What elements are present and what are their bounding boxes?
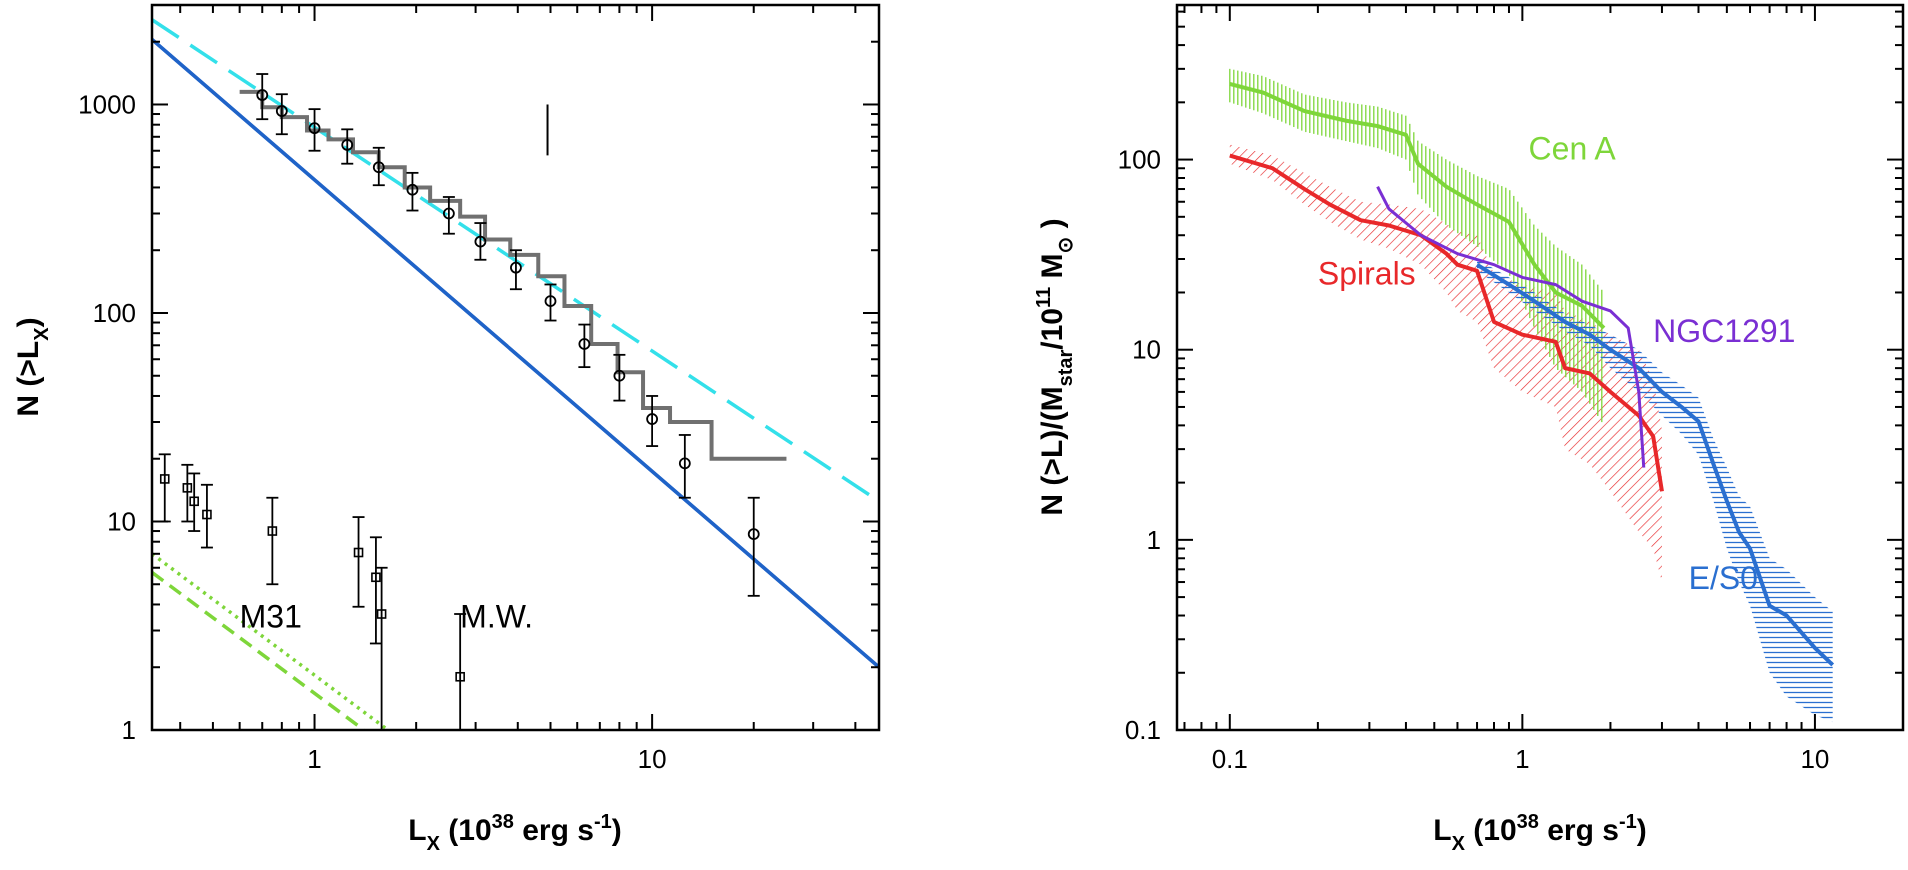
left-plot-content: M31 M.W. [152,18,879,730]
left-data-point-circle [678,457,691,470]
left-data-point-square [202,509,212,520]
left-data-point-square [159,474,170,484]
right-x-axis-title: LX (1038 erg s-1) [1433,811,1646,855]
left-series-group [152,18,879,730]
left-data-point-circle [613,369,626,382]
left-data-point-circle [544,295,557,308]
right-x-axis-title-close: ) [1637,814,1647,847]
spirals-series-line [1229,153,1664,492]
right-y-axis-title-tail: M [1036,254,1069,287]
left-data-point-circle [646,413,659,425]
left-y-axis-title-main: N (>L [12,341,45,417]
left-y-tick-label: 100 [93,298,136,328]
left-data-point-circle [474,235,487,248]
left-y-axis-title-sub: X [31,327,53,341]
left-data-point-circle [308,122,321,135]
right-x-tick-label: 0.1 [1212,744,1248,774]
ngc1291-series-line [1376,186,1646,468]
left-data-point-square [182,483,193,493]
left-data-point-circle [256,89,269,101]
left-data-point-square [267,526,278,536]
right-x-axis-title-main: L [1433,814,1451,847]
right-plot-content: Cen A Spirals NGC1291 E/S0 [1229,68,1835,723]
right-y-axis-title: N (>L)/(Mstar/1011 M⊙ ) [1033,218,1077,515]
left-data-point-square [376,609,387,619]
left-y-tick-label: 1 [122,715,136,745]
left-y-tick-label: 1000 [78,89,136,119]
left-data-point-square [371,572,381,583]
right-x-axis-title-unit-sup: -1 [1619,811,1637,833]
left-data-point-circle [341,138,354,151]
right-y-axis-title-sun: ⊙ [1055,237,1077,254]
left-x-tick-label: 1 [307,744,321,774]
left-x-axis-title-unit: erg s [514,814,594,847]
right-y-tick-label: 10 [1132,335,1161,365]
left-fit-line-top [152,38,879,669]
right-y-tick-label: 0.1 [1125,715,1161,745]
left-axis-ticks: 1 10 1 10 100 1000 [78,4,879,774]
right-y-tick-label: 1 [1147,525,1161,555]
cen-a-series-line [1229,81,1606,330]
left-green-dotted-line [152,552,390,730]
left-data-point-circle [578,338,591,350]
left-annotation: M31 [240,599,302,635]
left-data-point-square [189,496,199,507]
e-s0-series-line [1475,262,1835,667]
right-annotation: NGC1291 [1653,313,1795,349]
right-x-axis-title-paren: (10 [1465,814,1517,847]
right-y-axis-title-close: ) [1036,218,1069,236]
right-x-tick-label: 1 [1515,744,1529,774]
right-y-tick-label: 100 [1118,145,1161,175]
right-y-axis-title-main: N (>L)/(M [1036,386,1069,515]
left-x-axis-title-main: L [408,814,426,847]
right-annotation: E/S0 [1689,560,1758,596]
spirals-band-hatch [1229,144,1662,583]
right-axis-ticks: 0.1 1 10 0.1 1 10 100 [1118,5,1904,774]
right-annotation: Cen A [1529,131,1617,167]
left-x-axis-title-paren: (10 [440,814,492,847]
left-data-point-circle [510,261,522,274]
left-x-axis-title-sub: X [427,833,441,855]
left-data-point-circle [372,161,385,174]
e-s0-band-hatch [1477,258,1833,723]
left-data-point-circle [442,207,455,220]
left-x-tick-label: 10 [638,744,667,774]
left-data-point-circle [747,528,760,541]
right-x-tick-label: 10 [1800,744,1829,774]
left-plot-frame [150,3,881,732]
right-y-axis-title-mid: /10 [1036,308,1069,350]
right-y-axis-title-sub: star [1055,350,1077,387]
right-series-group [1229,68,1835,723]
left-data-point-circle [406,183,419,196]
left-step-histogram [239,89,787,461]
left-x-axis-title-sup: 38 [492,811,514,833]
left-data-point-square [455,671,465,682]
right-annotation: Spirals [1318,256,1416,292]
left-annotation: M.W. [460,599,533,635]
left-y-axis-title-close: ) [12,317,45,327]
left-data-point-square [353,547,364,558]
left-y-tick-label: 10 [107,506,136,536]
left-y-axis-title: N (>LX) [12,317,53,416]
left-green-dashed-line [152,570,365,730]
right-x-axis-title-unit: erg s [1539,814,1619,847]
right-y-axis-title-sup: 11 [1033,287,1055,308]
right-x-axis-title-sup: 38 [1517,811,1539,833]
left-x-axis-title-unit-sup: -1 [594,811,612,833]
right-x-axis-title-sub: X [1452,833,1466,855]
left-x-axis-title-close: ) [612,814,622,847]
left-data-point-circle [275,105,288,117]
left-x-axis-title: LX (1038 erg s-1) [408,811,621,855]
